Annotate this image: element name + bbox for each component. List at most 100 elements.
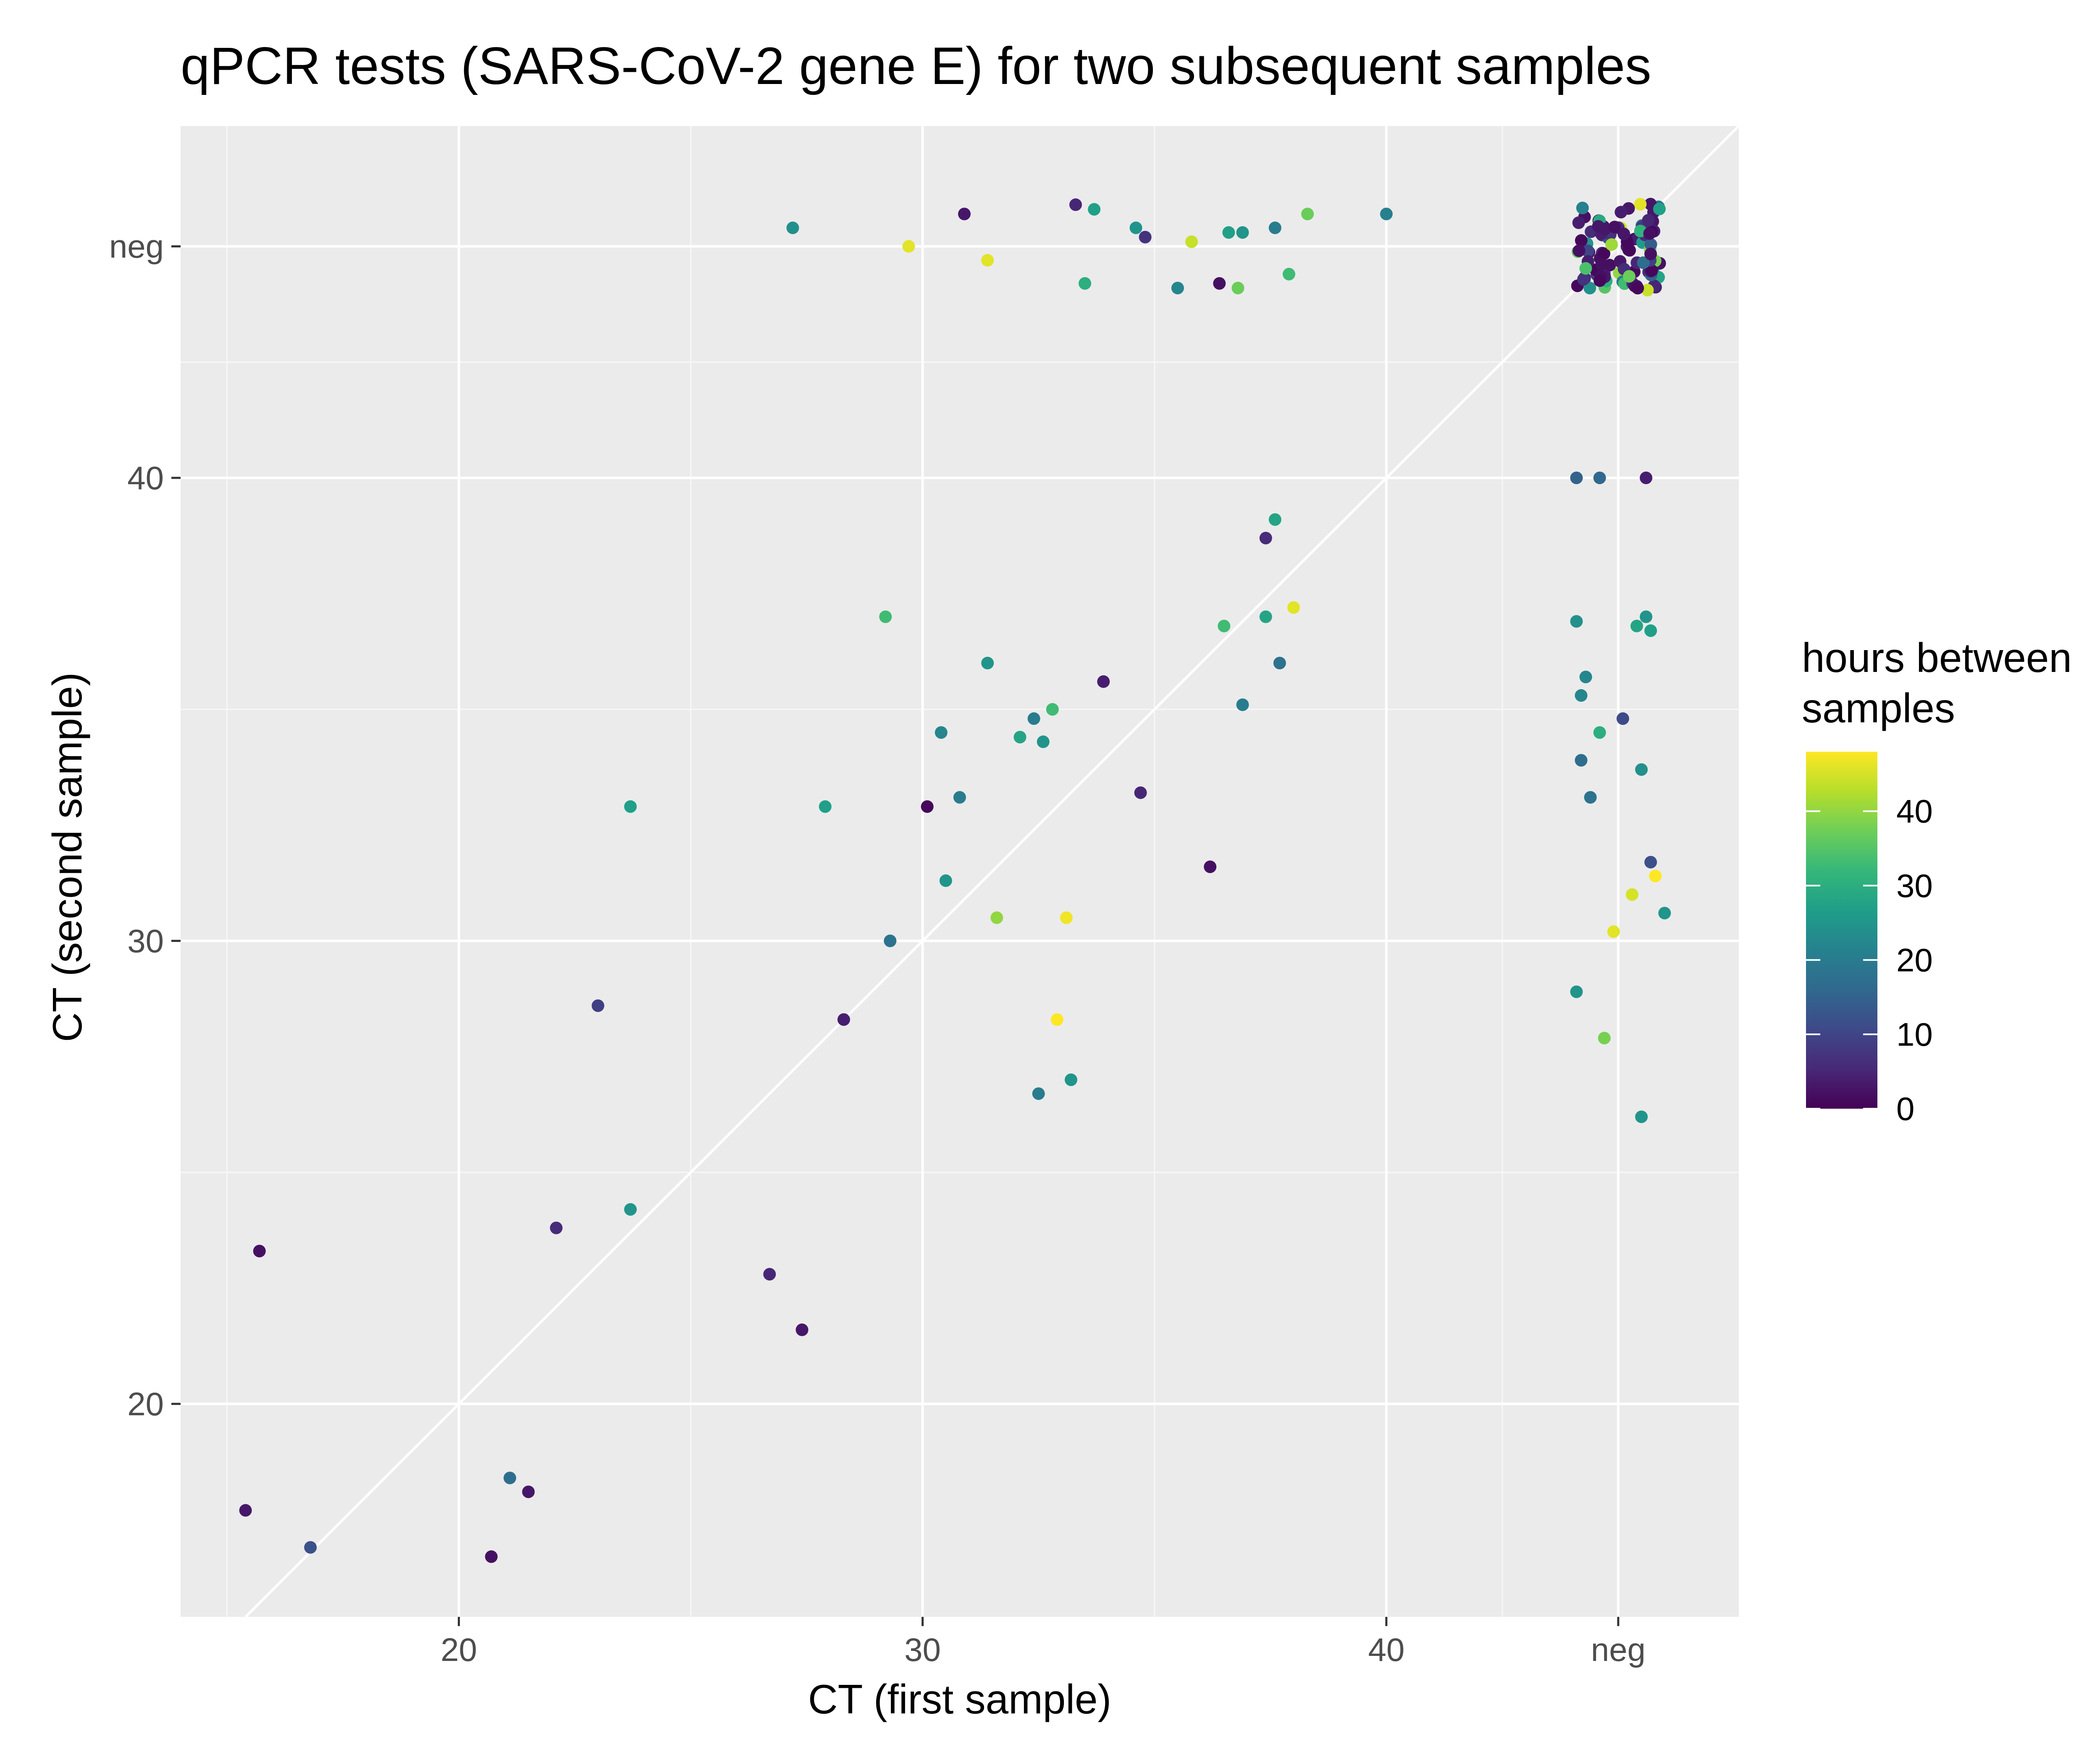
x-tick-label: 20 bbox=[441, 1631, 477, 1668]
data-point bbox=[1222, 226, 1235, 239]
data-point bbox=[981, 656, 994, 669]
data-point bbox=[503, 1472, 516, 1485]
legend-colorbar bbox=[1806, 752, 1877, 1109]
data-point bbox=[1575, 754, 1588, 767]
data-point bbox=[624, 1203, 637, 1216]
neg-cluster-point bbox=[1598, 247, 1611, 260]
data-point bbox=[786, 221, 799, 234]
data-point bbox=[1213, 277, 1226, 290]
data-point bbox=[1218, 619, 1231, 632]
neg-cluster-point bbox=[1577, 273, 1590, 286]
data-point bbox=[1060, 911, 1073, 924]
data-point bbox=[1236, 226, 1249, 239]
data-point bbox=[837, 1013, 850, 1026]
x-tick-label: 30 bbox=[904, 1631, 941, 1668]
neg-cluster-point bbox=[1572, 216, 1585, 229]
y-tick-label: 20 bbox=[127, 1385, 164, 1422]
data-point bbox=[1658, 907, 1671, 920]
plot-panel bbox=[181, 126, 1739, 1617]
data-point bbox=[1069, 198, 1082, 211]
data-point bbox=[1570, 615, 1583, 628]
color-legend: hours between samples 0 10 20 30 40 bbox=[1802, 635, 2072, 1127]
data-point bbox=[253, 1245, 266, 1258]
data-point bbox=[1050, 1013, 1063, 1026]
data-point bbox=[1635, 763, 1648, 776]
data-point bbox=[953, 791, 966, 804]
x-axis-title: CT (first sample) bbox=[808, 1676, 1111, 1722]
legend-title-line-1: hours between bbox=[1802, 635, 2072, 681]
data-point bbox=[1593, 471, 1606, 484]
neg-cluster-point bbox=[1653, 202, 1666, 215]
neg-cluster-point bbox=[1617, 228, 1630, 241]
grid-minor bbox=[181, 126, 1739, 1617]
data-point bbox=[1579, 670, 1592, 683]
data-point bbox=[819, 800, 832, 813]
neg-cluster-point bbox=[1645, 264, 1658, 277]
y-axis-ticks: 20 30 40 neg bbox=[109, 228, 181, 1422]
y-tick-label: 30 bbox=[127, 922, 164, 959]
data-points bbox=[239, 197, 1671, 1563]
data-point bbox=[1027, 712, 1040, 725]
neg-cluster-point bbox=[1641, 283, 1654, 296]
neg-cluster-point bbox=[1572, 244, 1586, 257]
data-point bbox=[990, 911, 1003, 924]
x-tick-label: neg bbox=[1591, 1631, 1646, 1668]
data-point bbox=[902, 240, 915, 253]
data-point bbox=[1616, 712, 1629, 725]
data-point bbox=[939, 874, 952, 887]
data-point bbox=[239, 1504, 252, 1517]
neg-cluster-point bbox=[1631, 282, 1644, 295]
data-point bbox=[934, 726, 948, 739]
data-point bbox=[1644, 855, 1657, 868]
data-point bbox=[1171, 281, 1184, 294]
legend-title-line-2: samples bbox=[1802, 685, 1955, 731]
data-point bbox=[1575, 689, 1588, 702]
y-axis-title: CT (second sample) bbox=[44, 672, 90, 1042]
neg-cluster-point bbox=[1581, 244, 1594, 257]
identity-line bbox=[244, 125, 1740, 1618]
legend-ticks: 0 10 20 30 40 bbox=[1806, 793, 1933, 1127]
data-point bbox=[1584, 791, 1597, 804]
data-point bbox=[1065, 1073, 1077, 1086]
legend-tick-label: 0 bbox=[1896, 1090, 1914, 1127]
neg-cluster-point bbox=[1622, 270, 1635, 283]
data-point bbox=[1593, 726, 1606, 739]
neg-cluster-point bbox=[1592, 220, 1605, 233]
data-point bbox=[1079, 277, 1092, 290]
neg-cluster-point bbox=[1644, 238, 1657, 251]
data-point bbox=[1630, 619, 1643, 632]
data-point bbox=[1268, 513, 1281, 526]
neg-cluster-point bbox=[1637, 256, 1650, 269]
neg-cluster-point bbox=[1608, 220, 1621, 233]
data-point bbox=[981, 254, 994, 267]
data-point bbox=[763, 1268, 776, 1281]
neg-cluster-point bbox=[1605, 238, 1618, 251]
data-point bbox=[1134, 786, 1147, 799]
data-point bbox=[1644, 624, 1657, 637]
data-point bbox=[879, 610, 892, 623]
neg-cluster-point bbox=[1634, 198, 1647, 211]
chart-title: qPCR tests (SARS-CoV-2 gene E) for two s… bbox=[181, 37, 1651, 95]
data-point bbox=[591, 999, 604, 1012]
data-point bbox=[1640, 471, 1653, 484]
y-tick-label: 40 bbox=[127, 459, 164, 496]
neg-cluster-point bbox=[1595, 258, 1608, 271]
data-point bbox=[1139, 231, 1152, 244]
grid-major bbox=[181, 126, 1739, 1617]
data-point bbox=[1301, 207, 1314, 220]
data-point bbox=[1097, 675, 1110, 688]
data-point bbox=[884, 934, 897, 947]
data-point bbox=[1204, 860, 1217, 873]
x-axis-ticks: 20 30 40 neg bbox=[441, 1617, 1646, 1668]
data-point bbox=[1037, 735, 1050, 748]
data-point bbox=[1282, 268, 1295, 281]
data-point bbox=[1635, 1110, 1648, 1123]
neg-cluster-point bbox=[1583, 282, 1596, 295]
data-point bbox=[1231, 281, 1244, 294]
neg-cluster-point bbox=[1643, 227, 1656, 240]
data-point bbox=[1013, 731, 1026, 744]
data-point bbox=[795, 1323, 808, 1336]
neg-cluster-point bbox=[1614, 206, 1628, 219]
legend-tick-label: 10 bbox=[1896, 1016, 1933, 1053]
data-point bbox=[304, 1541, 317, 1554]
